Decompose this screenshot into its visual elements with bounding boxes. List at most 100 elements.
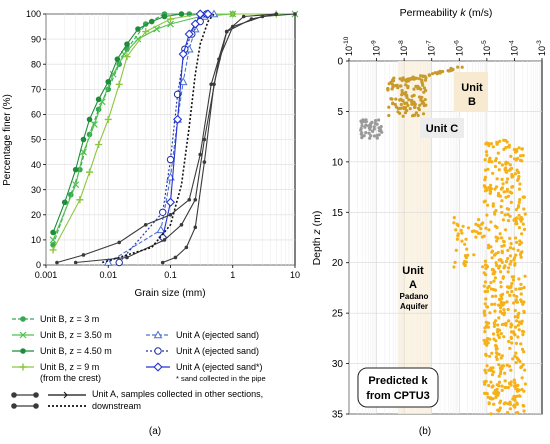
scatter-point: [394, 105, 398, 109]
x-tick-label: 0.001: [35, 270, 58, 280]
scatter-point: [404, 90, 408, 95]
y-tick-label: 0: [36, 260, 41, 270]
scatter-point: [464, 237, 468, 241]
scatter-point: [486, 203, 490, 207]
scatter-point: [495, 357, 499, 361]
x-tick-exponent: -5: [481, 40, 488, 46]
scatter-point: [490, 373, 495, 377]
scatter-point: [496, 333, 500, 337]
scatter-point: [519, 342, 523, 346]
scatter-point: [497, 335, 501, 340]
data-point: [162, 238, 167, 242]
unit-c-annotation-box: [420, 118, 464, 138]
data-point: [143, 223, 148, 227]
scatter-point: [500, 236, 504, 240]
scatter-point: [490, 351, 494, 355]
scatter-point: [506, 411, 510, 415]
scatter-point: [493, 276, 497, 280]
x-tick-label: 10-6: [453, 40, 464, 56]
panel-a-chart: 0 10 20 30 40 50 60 70 80 90 100 0.001 0.01 0.1 1 10 Gr…: [2, 9, 300, 299]
scatter-point: [359, 128, 363, 132]
scatter-point: [477, 231, 481, 235]
scatter-point: [517, 171, 521, 175]
x-tick-label: 10-5: [481, 40, 492, 56]
scatter-point: [497, 194, 501, 198]
y-tick-label: 100: [26, 9, 41, 19]
scatter-point: [484, 371, 488, 375]
data-point: [274, 12, 279, 16]
scatter-point: [511, 357, 515, 361]
scatter-point: [422, 104, 426, 108]
scatter-point: [413, 102, 417, 106]
scatter-point: [403, 111, 408, 115]
scatter-point: [520, 319, 524, 323]
data-point: [184, 245, 189, 250]
scatter-point: [485, 339, 489, 343]
x-label-text: Permeability: [400, 7, 461, 19]
scatter-point: [492, 322, 497, 326]
data-point: [190, 19, 200, 29]
scatter-point: [520, 365, 524, 369]
scatter-point: [483, 158, 487, 162]
scatter-point: [487, 143, 491, 148]
scatter-point: [509, 380, 513, 384]
scatter-point: [509, 154, 513, 158]
scatter-point: [372, 134, 377, 138]
data-point: [190, 24, 200, 33]
data-point: [187, 197, 192, 202]
y-tick-label: 20: [31, 210, 41, 220]
scatter-point: [508, 163, 512, 167]
scatter-point: [463, 242, 467, 246]
legend-label-unit-a-ejected-pipe: Unit A (ejected sand*): [176, 362, 263, 372]
y-tick-label: 30: [332, 359, 344, 370]
scatter-point: [412, 87, 416, 91]
scatter-point: [505, 189, 509, 193]
x-tick-label: 10-10: [343, 36, 354, 56]
x-tick-base: 10: [344, 46, 354, 56]
scatter-point: [405, 101, 409, 105]
scatter-point: [503, 167, 507, 172]
scatter-point: [401, 114, 405, 118]
scatter-point: [485, 305, 489, 309]
scatter-point: [487, 228, 491, 232]
scatter-point: [515, 240, 519, 244]
scatter-point: [523, 212, 527, 216]
scatter-point: [503, 213, 507, 217]
scatter-point: [503, 264, 507, 268]
legend-marker: [63, 391, 68, 399]
panel-b-ticks: 0510152025303510-1010-910-810-710-610-51…: [332, 36, 547, 420]
scatter-point: [516, 156, 520, 160]
scatter-point: [500, 366, 504, 371]
scatter-point: [493, 302, 497, 306]
scatter-point: [517, 328, 521, 332]
scatter-point: [379, 125, 383, 129]
scatter-point: [417, 77, 421, 81]
scatter-point: [506, 290, 510, 294]
x-tick-exponent: -10: [343, 36, 350, 46]
scatter-point: [452, 221, 456, 225]
data-point: [202, 160, 207, 164]
scatter-point: [487, 321, 491, 325]
scatter-point: [368, 124, 372, 128]
scatter-point: [500, 177, 504, 181]
scatter-point: [515, 356, 519, 360]
scatter-point: [515, 401, 519, 405]
scatter-point: [516, 178, 520, 182]
scatter-point: [513, 333, 517, 337]
scatter-point: [420, 78, 424, 82]
scatter-point: [494, 294, 498, 298]
scatter-point: [466, 226, 471, 230]
scatter-point: [407, 98, 411, 102]
scatter-point: [495, 383, 499, 387]
legend-marker: [19, 331, 27, 339]
scatter-point: [518, 154, 523, 158]
panel-a-grid: [45, 13, 295, 266]
panel-b-points-group: [359, 65, 528, 416]
scatter-point: [507, 339, 511, 344]
scatter-point: [498, 139, 502, 143]
scatter-point: [514, 325, 518, 329]
scatter-point: [505, 300, 509, 304]
scatter-point: [479, 227, 483, 231]
scatter-point: [402, 105, 406, 109]
scatter-point: [410, 100, 414, 104]
